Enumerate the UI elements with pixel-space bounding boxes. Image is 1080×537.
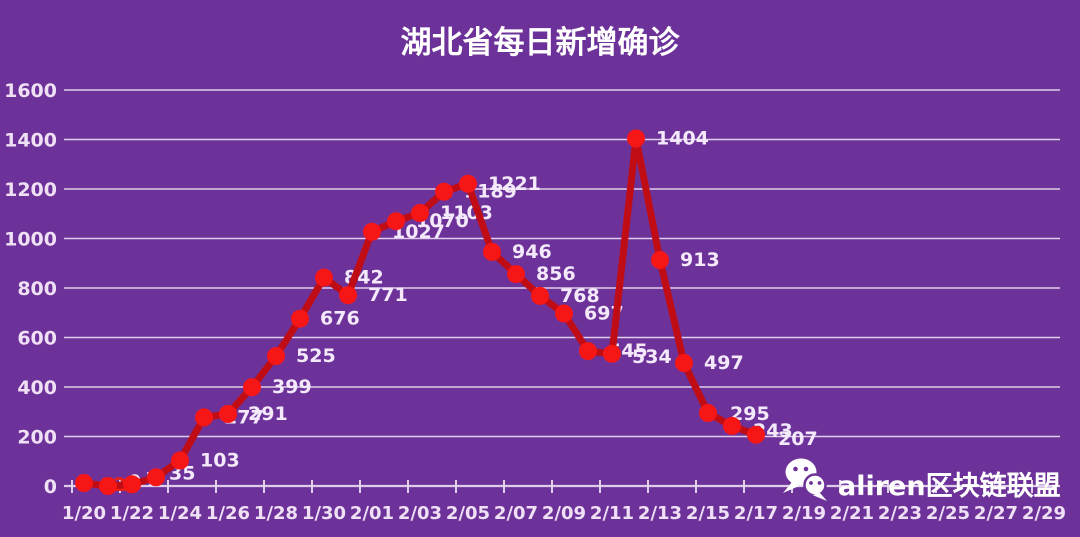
y-axis-tick-label: 600 [17,328,57,350]
data-point-marker [459,174,477,193]
x-axis-tick-label: 2/13 [638,503,682,524]
data-point-marker [627,129,645,148]
data-point-marker [387,212,405,231]
y-axis-tick-label: 0 [44,476,57,498]
y-axis-tick-label: 400 [17,377,57,399]
data-point-marker [483,242,501,261]
data-point-marker [579,342,597,361]
y-axis-labels: 0 200 400 600 800 1000 1200 1400 1600 [4,80,57,498]
watermark: aliren区块链联盟 [783,458,1061,502]
y-axis-tick-label: 1200 [4,179,57,201]
y-axis-tick-label: 1600 [4,80,57,102]
data-point-marker [675,354,693,372]
x-axis-tick-label: 2/27 [974,503,1018,524]
data-point-marker [651,251,669,269]
data-point-marker [195,408,213,427]
y-axis-tick-label: 1000 [4,229,57,251]
data-label: 1027 [392,221,445,243]
x-axis-tick-label: 2/01 [350,503,394,524]
data-label: 525 [296,345,336,367]
data-point-marker [291,309,309,328]
data-point-marker [435,182,453,201]
data-label: 399 [272,376,312,398]
x-axis-tick-label: 1/30 [302,503,346,524]
x-axis-tick-label: 2/23 [878,503,922,524]
x-axis-tick-label: 2/25 [926,503,970,524]
series-markers [75,129,765,495]
x-axis-tick-label: 1/22 [110,503,154,524]
data-label: 1221 [488,173,541,195]
data-point-marker [411,204,429,222]
data-label: 1404 [656,128,709,150]
x-axis-tick-label: 2/21 [830,503,874,524]
data-label: 768 [560,285,600,307]
gridlines [64,89,1060,488]
data-label: 534 [632,346,672,368]
x-axis-tick-label: 1/28 [254,503,298,524]
watermark-text: aliren区块链联盟 [838,470,1061,502]
data-label: 1103 [440,202,493,224]
data-label: 1070 [416,210,469,232]
data-point-marker [219,405,237,423]
x-axis-tick-label: 2/15 [686,503,730,524]
data-point-marker [603,344,621,363]
x-axis-tick-label: 1/26 [206,503,250,524]
data-point-marker [363,222,381,241]
data-point-marker [147,468,165,487]
data-label: 291 [248,403,288,425]
data-point-marker [123,475,141,494]
data-label: 103 [200,450,240,472]
x-axis-tick-label: 2/03 [398,503,442,524]
data-point-marker [315,268,333,287]
data-point-marker [747,425,765,444]
x-axis-tick-label: 1/20 [62,503,106,524]
chart-title: 湖北省每日新增确诊 [401,25,681,61]
data-point-marker [507,265,525,284]
data-point-marker [171,451,189,470]
data-label: 771 [368,284,408,306]
data-point-marker [339,286,357,305]
data-point-marker [723,416,741,435]
data-label: 1189 [464,181,517,203]
data-point-marker [531,286,549,305]
data-point-marker [555,304,573,323]
x-axis-tick-label: 2/05 [446,503,490,524]
y-axis-tick-label: 200 [17,427,57,449]
data-point-marker [699,404,717,422]
x-axis-tick-label: 2/09 [542,503,586,524]
data-label: 913 [680,249,720,271]
wechat-icon [783,458,827,501]
x-axis-tick-label: 2/07 [494,503,538,524]
data-point-marker [267,347,285,366]
x-axis-tick-label: 2/11 [590,503,634,524]
data-point-marker [243,378,261,397]
data-label: 676 [320,308,360,330]
y-axis-tick-label: 1400 [4,130,57,152]
data-label: 207 [778,428,818,450]
data-label: 497 [704,352,744,374]
x-axis-labels: 1/20 1/22 1/24 1/26 1/28 1/30 2/01 2/03 2/05 2/07… [62,503,1066,524]
data-label: 295 [730,403,770,425]
data-point-marker [75,474,93,492]
x-axis-tick-label: 2/29 [1022,503,1066,524]
data-label: 946 [512,241,552,263]
x-axis-tick-label: 2/19 [782,503,826,524]
x-axis-tick-label: 2/17 [734,503,778,524]
data-point-marker [99,477,117,495]
data-label: 856 [536,263,576,285]
x-axis-tick-label: 1/24 [158,503,202,524]
y-axis-tick-label: 800 [17,278,57,300]
